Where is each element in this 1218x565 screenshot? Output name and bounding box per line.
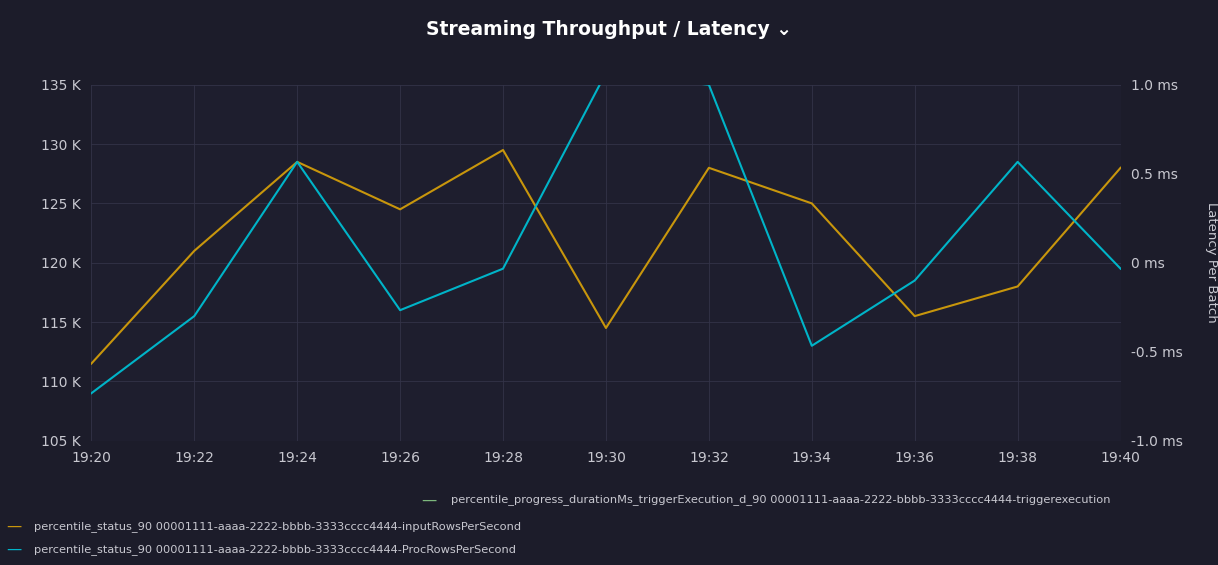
Text: —: — [420, 493, 436, 507]
Text: percentile_status_90 00001111-aaaa-2222-bbbb-3333cccc4444-inputRowsPerSecond: percentile_status_90 00001111-aaaa-2222-… [34, 521, 521, 532]
Text: —: — [6, 519, 22, 534]
Text: percentile_status_90 00001111-aaaa-2222-bbbb-3333cccc4444-ProcRowsPerSecond: percentile_status_90 00001111-aaaa-2222-… [34, 544, 516, 555]
Text: Streaming Throughput / Latency ⌄: Streaming Throughput / Latency ⌄ [426, 20, 792, 39]
Text: Latency Per Batch: Latency Per Batch [1206, 202, 1218, 323]
Text: percentile_progress_durationMs_triggerExecution_d_90 00001111-aaaa-2222-bbbb-333: percentile_progress_durationMs_triggerEx… [451, 494, 1110, 506]
Text: —: — [6, 542, 22, 557]
